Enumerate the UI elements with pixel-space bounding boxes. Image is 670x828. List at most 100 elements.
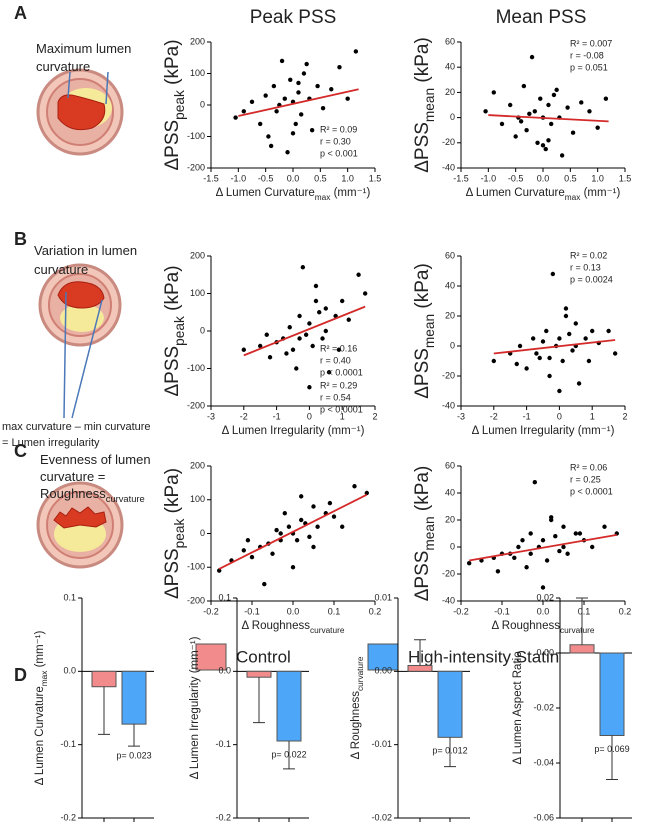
- scatter-point: [311, 544, 316, 550]
- y-tick-label: -20: [442, 370, 455, 380]
- caption: curvature: [34, 262, 88, 277]
- x-axis-label: Δ Roughnesscurvature: [492, 620, 595, 635]
- text-part: curvature: [36, 59, 90, 74]
- x-tick-label: 0: [557, 411, 562, 421]
- scatter-point: [315, 83, 320, 89]
- bar: [569, 644, 595, 654]
- text-part: (kPa): [162, 265, 183, 316]
- y-tick-label: 20: [445, 514, 455, 524]
- error-bar: [576, 597, 588, 645]
- legend-label: Control: [236, 647, 291, 666]
- scatter-point: [353, 49, 359, 54]
- scatter-point: [271, 83, 277, 89]
- y-tick-label: -0.1: [60, 739, 76, 749]
- error-bar: [98, 686, 110, 735]
- y-tick-label: 0.1: [218, 592, 231, 602]
- y-tick-label: 0.00: [536, 647, 554, 657]
- caption: Variation in lumen: [34, 243, 137, 258]
- scatter-point: [294, 366, 299, 371]
- x-tick-label: -2: [240, 411, 248, 421]
- x-tick-label: -1.5: [453, 173, 469, 183]
- scatter-point: [270, 551, 275, 556]
- scatter-point: [294, 538, 300, 543]
- bar: [276, 670, 302, 742]
- text-part: peak: [172, 90, 187, 120]
- stat-label: r = 0.13: [570, 262, 601, 272]
- x-tick-label: -1.0: [481, 173, 497, 183]
- stat-label: p < 0.0001: [320, 404, 363, 414]
- scatter-point: [573, 531, 578, 536]
- scatter-point: [300, 265, 306, 270]
- x-tick-label: -3: [457, 411, 465, 421]
- scatter-point: [340, 524, 345, 529]
- text-part: Δ Roughness: [492, 620, 561, 632]
- scatter-point: [303, 332, 309, 337]
- stat-label: r = 0.54: [320, 392, 351, 402]
- scatter-point: [590, 328, 595, 334]
- x-tick-label: -3: [207, 411, 215, 421]
- scatter-point: [583, 336, 588, 341]
- scatter-point: [299, 112, 304, 117]
- scatter-point: [513, 134, 518, 139]
- scatter-point: [524, 128, 529, 133]
- y-tick-label: 0: [450, 340, 455, 350]
- text-part: (kPa): [162, 39, 183, 90]
- y-tick-label: 100: [190, 288, 205, 298]
- scatter-point: [538, 96, 543, 101]
- x-tick-label: 1.0: [341, 173, 354, 183]
- text-part: max: [315, 193, 331, 202]
- stat-label: p = 0.0024: [570, 274, 613, 284]
- illustration-a: [36, 68, 124, 156]
- text-part: (kPa): [412, 466, 433, 517]
- x-tick-label: 2: [372, 411, 377, 421]
- scatter-point: [249, 554, 255, 560]
- x-tick-label: 0.1: [578, 606, 591, 616]
- text-part: ΔPSS: [162, 120, 183, 171]
- text-part: curvature: [356, 656, 365, 691]
- scatter-point: [258, 343, 263, 349]
- scatter-point: [345, 96, 350, 101]
- x-tick-label: 0.5: [564, 173, 577, 183]
- text-part: mean: [422, 88, 437, 122]
- y-tick-label: 0: [450, 541, 455, 551]
- scatter-point: [286, 524, 292, 529]
- y-tick-label: -0.02: [371, 812, 392, 822]
- text-part: (mm⁻¹): [330, 187, 370, 199]
- scatter-point: [579, 100, 584, 105]
- scatter-point: [530, 336, 536, 341]
- scatter-point: [535, 140, 540, 145]
- stat-label: R² = 0.007: [570, 38, 612, 48]
- scatter-point: [499, 121, 505, 127]
- caption: curvature =: [40, 469, 105, 484]
- scatter-point: [495, 569, 501, 574]
- scatter-point: [282, 511, 287, 516]
- text-part: Evenness of lumen: [40, 452, 151, 467]
- scatter-point: [362, 291, 368, 296]
- scatter-point: [576, 381, 582, 386]
- stat-label: R² = 0.29: [320, 380, 357, 390]
- scatter-point: [570, 130, 576, 135]
- scatter-point: [279, 58, 285, 64]
- scatter-point: [565, 105, 570, 110]
- scatter-point: [293, 121, 298, 127]
- scatter-point: [553, 534, 558, 539]
- scatter-point: [554, 87, 559, 93]
- y-tick-label: -40: [442, 400, 455, 410]
- x-axis-label: Δ Roughnesscurvature: [242, 620, 345, 635]
- x-tick-label: -1: [523, 411, 531, 421]
- x-tick-label: -0.2: [453, 606, 469, 616]
- scatter-point: [547, 355, 552, 361]
- scatter-point: [241, 109, 246, 114]
- y-tick-label: 60: [445, 460, 455, 470]
- x-tick-label: -0.5: [508, 173, 524, 183]
- scatter-point: [543, 146, 548, 152]
- scatter-point: [307, 385, 312, 390]
- illustration-c: [36, 481, 124, 569]
- fit-line: [469, 533, 617, 562]
- stat-label: r = 0.25: [570, 474, 601, 484]
- error-bar: [253, 677, 265, 724]
- scatter-point: [278, 531, 283, 536]
- scatter-point: [296, 90, 301, 95]
- scatter-point: [301, 71, 307, 76]
- x-axis-label: Δ Lumen Irregularity (mm⁻¹): [472, 425, 615, 437]
